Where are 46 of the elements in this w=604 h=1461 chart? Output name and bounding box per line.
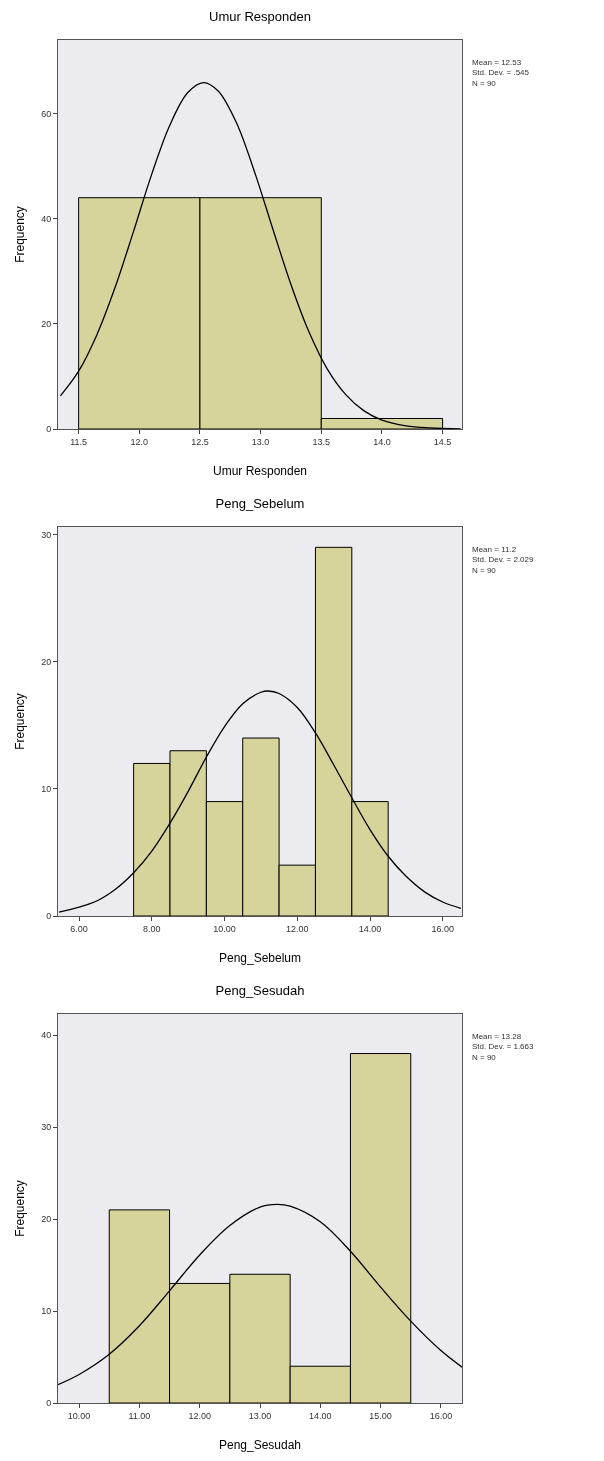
y-tick-label: 30 (41, 1122, 52, 1133)
y-tick-label: 10 (41, 784, 52, 795)
x-tick-label: 10.00 (213, 923, 236, 934)
y-tick-label: 20 (41, 319, 52, 330)
x-tick-label: 10.00 (67, 1410, 91, 1421)
x-axis-title: Umur Responden (212, 464, 308, 478)
x-tick-label: 11.5 (70, 436, 88, 447)
y-tick-label: 0 (46, 911, 52, 922)
y-tick-label: 0 (46, 424, 52, 435)
text: Mean = 12.53 Std. Dev. = .545 N = 90 (472, 58, 530, 88)
x-tick-label: 14.0 (373, 436, 391, 447)
x-axis-title: Peng_Sesudah (218, 1438, 302, 1452)
line-series (59, 81, 462, 429)
text: Mean = 13.28 Std. Dev. = 1.663 N = 90 (472, 1032, 534, 1062)
chart-title: Umur Responden (209, 9, 311, 25)
x-tick-label: 8.00 (143, 923, 161, 934)
x-tick-label: 12.0 (130, 436, 149, 447)
y-axis-title: Frequency (13, 693, 27, 750)
y-tick-label: 10 (41, 1306, 52, 1317)
x-tick-label: 14.00 (309, 1410, 332, 1421)
chart-title: Peng_Sesudah (215, 983, 305, 999)
x-tick-label: 13.0 (251, 436, 270, 447)
x-tick-label: 16.00 (431, 923, 454, 934)
x-tick-label: 16.00 (429, 1410, 453, 1421)
x-tick-label: 12.00 (188, 1410, 211, 1421)
y-tick-label: 40 (41, 213, 52, 224)
chart-title: Peng_Sebelum (215, 496, 305, 512)
x-tick-label: 11.00 (128, 1410, 151, 1421)
x-tick-label: 12.00 (286, 923, 309, 934)
x-tick-label: 6.00 (70, 923, 88, 934)
x-tick-label: 13.5 (312, 436, 331, 447)
text: Mean = 11.2 Std. Dev. = 2.029 N = 90 (472, 545, 534, 575)
y-tick-label: 20 (41, 656, 52, 667)
y-tick-label: 60 (41, 108, 52, 119)
x-tick-label: 12.5 (191, 436, 209, 447)
y-tick-label: 20 (41, 1214, 52, 1225)
y-axis-title: Frequency (13, 206, 27, 263)
x-tick-label: 15.00 (369, 1410, 392, 1421)
y-tick-label: 30 (41, 529, 52, 540)
x-axis-title: Peng_Sebelum (218, 951, 302, 965)
x-tick-label: 14.5 (433, 436, 452, 447)
y-axis-title: Frequency (13, 1180, 27, 1237)
y-tick-label: 0 (46, 1398, 52, 1409)
y-tick-label: 40 (41, 1030, 52, 1041)
x-tick-label: 14.00 (358, 923, 382, 934)
x-tick-label: 13.00 (248, 1410, 272, 1421)
